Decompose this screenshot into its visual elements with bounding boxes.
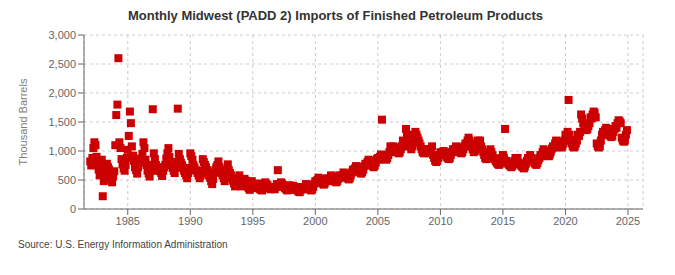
svg-text:2000: 2000 <box>303 215 327 227</box>
svg-text:0: 0 <box>70 203 76 215</box>
svg-text:2025: 2025 <box>616 215 640 227</box>
svg-text:2010: 2010 <box>428 215 452 227</box>
svg-text:2,500: 2,500 <box>48 58 76 70</box>
html-text:Monthly Midwest (PADD 2) Impor: Monthly Midwest (PADD 2) Imports of Fini… <box>128 8 543 23</box>
svg-text:1,500: 1,500 <box>48 116 76 128</box>
svg-text:500: 500 <box>58 174 76 186</box>
svg-text:3,000: 3,000 <box>48 29 76 41</box>
svg-text:2005: 2005 <box>366 215 390 227</box>
svg-text:2,000: 2,000 <box>48 87 76 99</box>
svg-text:1990: 1990 <box>178 215 202 227</box>
html-text:Source: U.S. Energy Informatio: Source: U.S. Energy Information Administ… <box>18 239 228 250</box>
svg-text:Thousand Barrels: Thousand Barrels <box>17 78 29 165</box>
svg-text:2015: 2015 <box>491 215 515 227</box>
svg-text:2020: 2020 <box>553 215 577 227</box>
svg-text:1,000: 1,000 <box>48 145 76 157</box>
svg-text:1995: 1995 <box>241 215 265 227</box>
svg-text:1985: 1985 <box>116 215 140 227</box>
